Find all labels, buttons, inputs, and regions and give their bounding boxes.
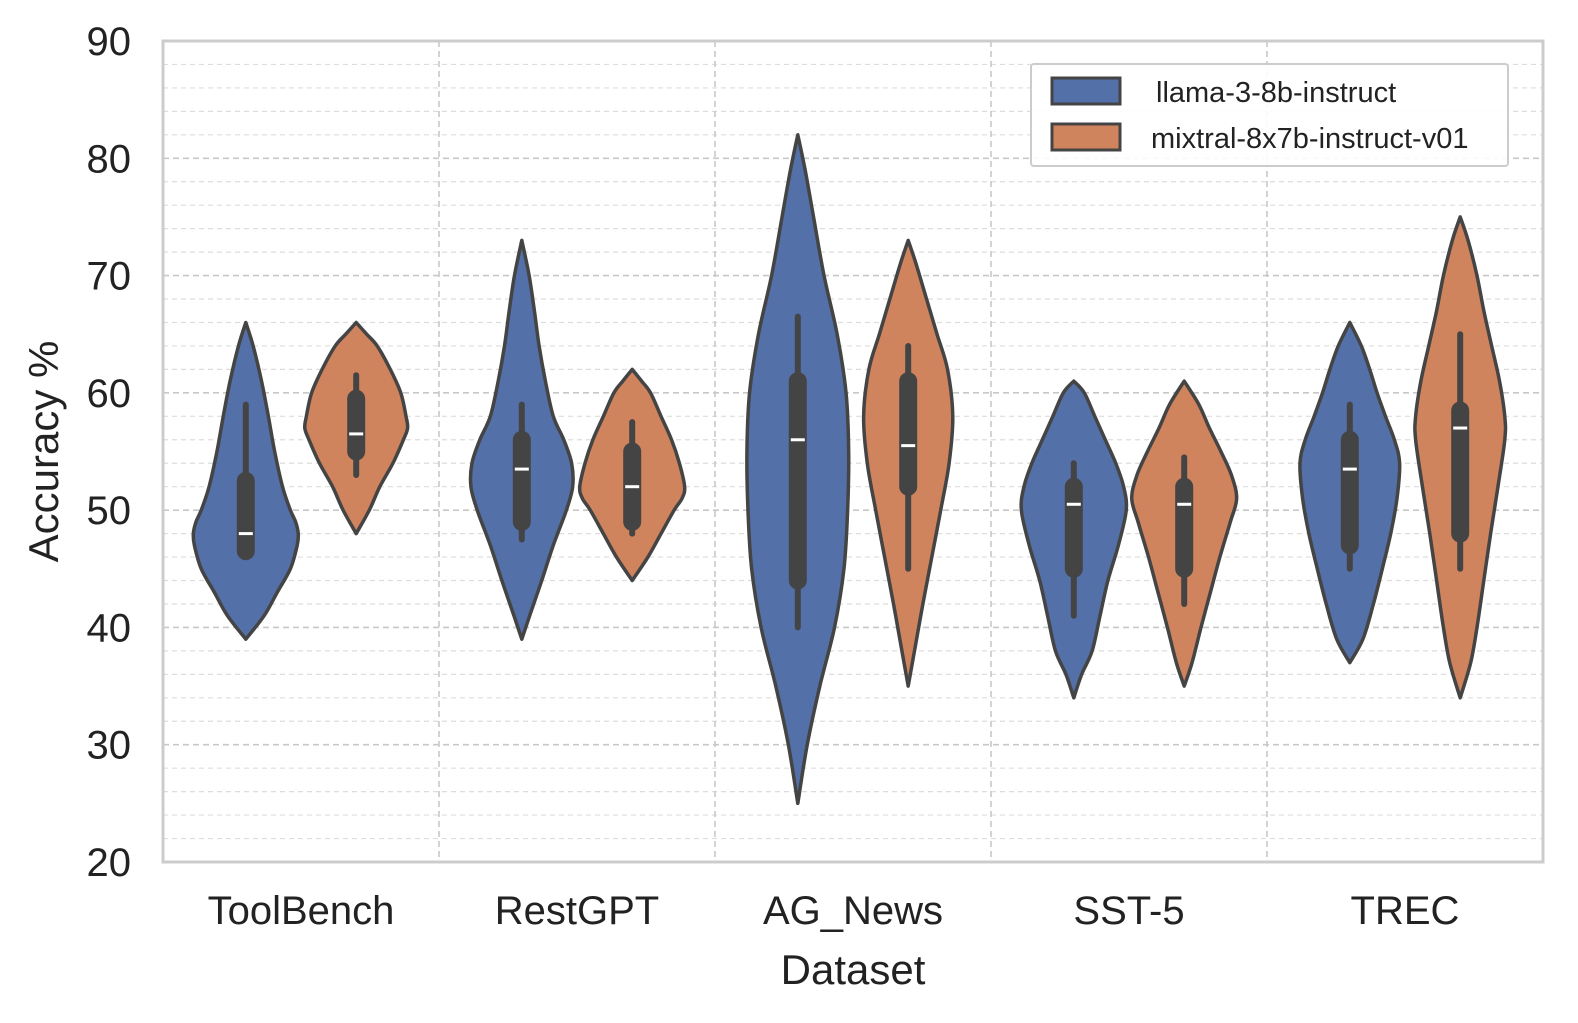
y-tick-label: 50 [87,489,132,533]
y-tick-label: 60 [87,372,132,416]
violin-TREC-mixtral-8x7b-instruct-v01 [1413,215,1508,700]
x-tick-label: AG_News [763,889,943,933]
violin-SST-5-mixtral-8x7b-instruct-v01 [1130,379,1239,688]
y-tick-label: 40 [87,606,132,650]
y-tick-label: 80 [87,137,132,181]
x-tick-label: TREC [1351,889,1460,933]
legend-swatch-mixtral [1050,122,1122,152]
violin-RestGPT-mixtral-8x7b-instruct-v01 [577,367,687,583]
y-tick-label: 30 [87,724,132,768]
tick-labels: 20 30 40 50 60 70 80 90 ToolBench RestGPT AG_News S… [87,20,1460,933]
plot-frame [161,39,1545,864]
violin-TREC-llama-3-8b-instruct [1298,320,1402,665]
x-tick-label: ToolBench [208,889,395,933]
violin-ToolBench-mixtral-8x7b-instruct-v01 [302,320,410,536]
legend-label-mixtral: mixtral-8x7b-instruct-v01 [1151,123,1468,155]
violin-AG_News-llama-3-8b-instruct [745,133,851,806]
legend-box [1030,63,1509,167]
y-tick-label: 70 [87,255,132,299]
legend-label-llama: llama-3-8b-instruct [1156,77,1396,109]
y-tick-label: 20 [87,841,132,885]
violin-ToolBench-llama-3-8b-instruct [191,320,301,641]
x-tick-label: SST-5 [1073,889,1184,933]
x-tick-label: RestGPT [495,889,659,933]
y-axis-title: Accuracy % [20,341,67,563]
legend-swatch-llama [1050,76,1122,106]
violin-RestGPT-llama-3-8b-instruct [468,238,575,641]
x-axis-title: Dataset [781,946,926,993]
legend: llama-3-8b-instruct mixtral-8x7b-instruc… [1030,63,1509,167]
violins [191,133,1508,806]
violin-SST-5-llama-3-8b-instruct [1019,379,1129,700]
violin-AG_News-mixtral-8x7b-instruct-v01 [861,238,955,688]
y-tick-label: 90 [87,20,132,64]
